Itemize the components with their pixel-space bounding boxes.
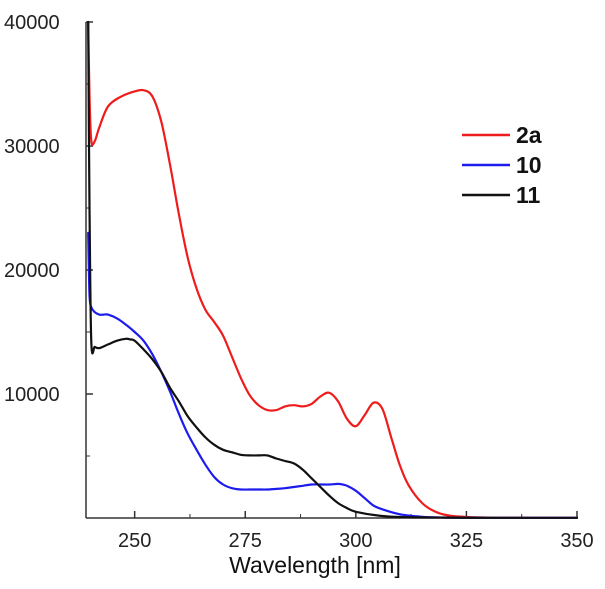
series-line-10 bbox=[87, 231, 579, 519]
legend-label-11: 11 bbox=[516, 182, 541, 208]
y-tick-label: 20000 bbox=[4, 260, 60, 282]
y-tick-label: 40000 bbox=[4, 12, 60, 34]
series-line-11 bbox=[87, 20, 579, 519]
y-tick-label: 10000 bbox=[4, 384, 60, 406]
x-tick-label: 250 bbox=[118, 530, 151, 552]
x-axis-title: Wavelength [nm] bbox=[229, 552, 401, 578]
x-tick-label: 300 bbox=[339, 530, 372, 552]
legend-label-2a: 2a bbox=[516, 122, 542, 148]
x-tick-label: 275 bbox=[229, 530, 262, 552]
x-tick-label: 350 bbox=[560, 530, 593, 552]
legend-label-10: 10 bbox=[516, 152, 542, 178]
y-tick-label: 30000 bbox=[4, 136, 60, 158]
x-tick-label: 325 bbox=[450, 530, 483, 552]
axes: 10000 20000 30000 40000 250 275 300 325 350 bbox=[4, 12, 594, 552]
series-lines bbox=[87, 20, 579, 519]
legend: 2a 10 11 bbox=[462, 122, 542, 208]
series-line-2a bbox=[87, 20, 579, 519]
